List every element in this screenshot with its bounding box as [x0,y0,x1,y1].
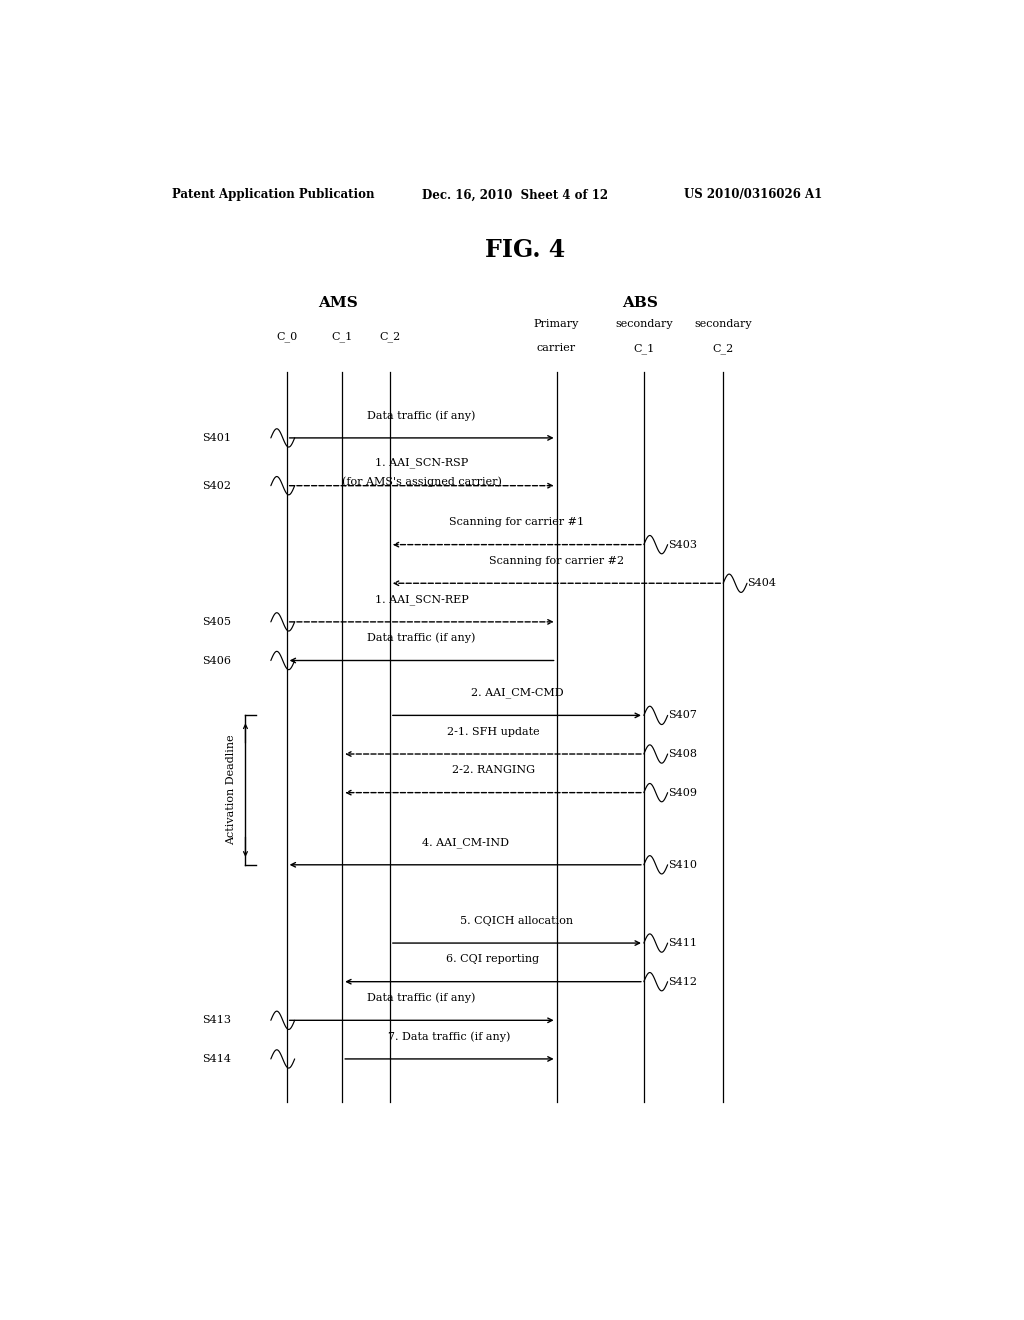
Text: C_1: C_1 [633,343,654,354]
Text: US 2010/0316026 A1: US 2010/0316026 A1 [684,189,822,202]
Text: Primary: Primary [534,319,580,329]
Text: S412: S412 [668,977,696,986]
Text: C_2: C_2 [713,343,734,354]
Text: C_2: C_2 [379,331,400,342]
Text: carrier: carrier [537,343,577,354]
Text: S402: S402 [202,480,231,491]
Text: Scanning for carrier #2: Scanning for carrier #2 [489,556,624,566]
Text: AMS: AMS [318,296,358,310]
Text: S413: S413 [202,1015,231,1026]
Text: S405: S405 [202,616,231,627]
Text: S407: S407 [668,710,696,721]
Text: Activation Deadline: Activation Deadline [226,735,237,845]
Text: S408: S408 [668,748,696,759]
Text: 1. AAI_SCN-REP: 1. AAI_SCN-REP [375,594,469,605]
Text: S401: S401 [202,433,231,444]
Text: 2-1. SFH update: 2-1. SFH update [446,727,540,737]
Text: Dec. 16, 2010  Sheet 4 of 12: Dec. 16, 2010 Sheet 4 of 12 [422,189,608,202]
Text: Data traffic (if any): Data traffic (if any) [368,632,476,643]
Text: S414: S414 [202,1053,231,1064]
Text: Scanning for carrier #1: Scanning for carrier #1 [450,517,585,528]
Text: S404: S404 [748,578,776,589]
Text: S406: S406 [202,656,231,665]
Text: ABS: ABS [622,296,657,310]
Text: S409: S409 [668,788,696,797]
Text: secondary: secondary [615,319,673,329]
Text: C_1: C_1 [332,331,353,342]
Text: secondary: secondary [694,319,752,329]
Text: (for AMS's assigned carrier): (for AMS's assigned carrier) [342,477,502,487]
Text: C_0: C_0 [276,331,297,342]
Text: 2. AAI_CM-CMD: 2. AAI_CM-CMD [471,688,563,698]
Text: S403: S403 [668,540,696,549]
Text: 4. AAI_CM-IND: 4. AAI_CM-IND [422,837,509,847]
Text: 6. CQI reporting: 6. CQI reporting [446,954,540,965]
Text: 5. CQICH allocation: 5. CQICH allocation [461,916,573,925]
Text: Data traffic (if any): Data traffic (if any) [368,411,476,421]
Text: S410: S410 [668,859,696,870]
Text: 7. Data traffic (if any): 7. Data traffic (if any) [388,1031,511,1041]
Text: FIG. 4: FIG. 4 [484,238,565,261]
Text: 2-2. RANGING: 2-2. RANGING [452,766,535,775]
Text: Data traffic (if any): Data traffic (if any) [368,993,476,1003]
Text: Patent Application Publication: Patent Application Publication [172,189,374,202]
Text: 1. AAI_SCN-RSP: 1. AAI_SCN-RSP [375,458,468,469]
Text: S411: S411 [668,939,696,948]
